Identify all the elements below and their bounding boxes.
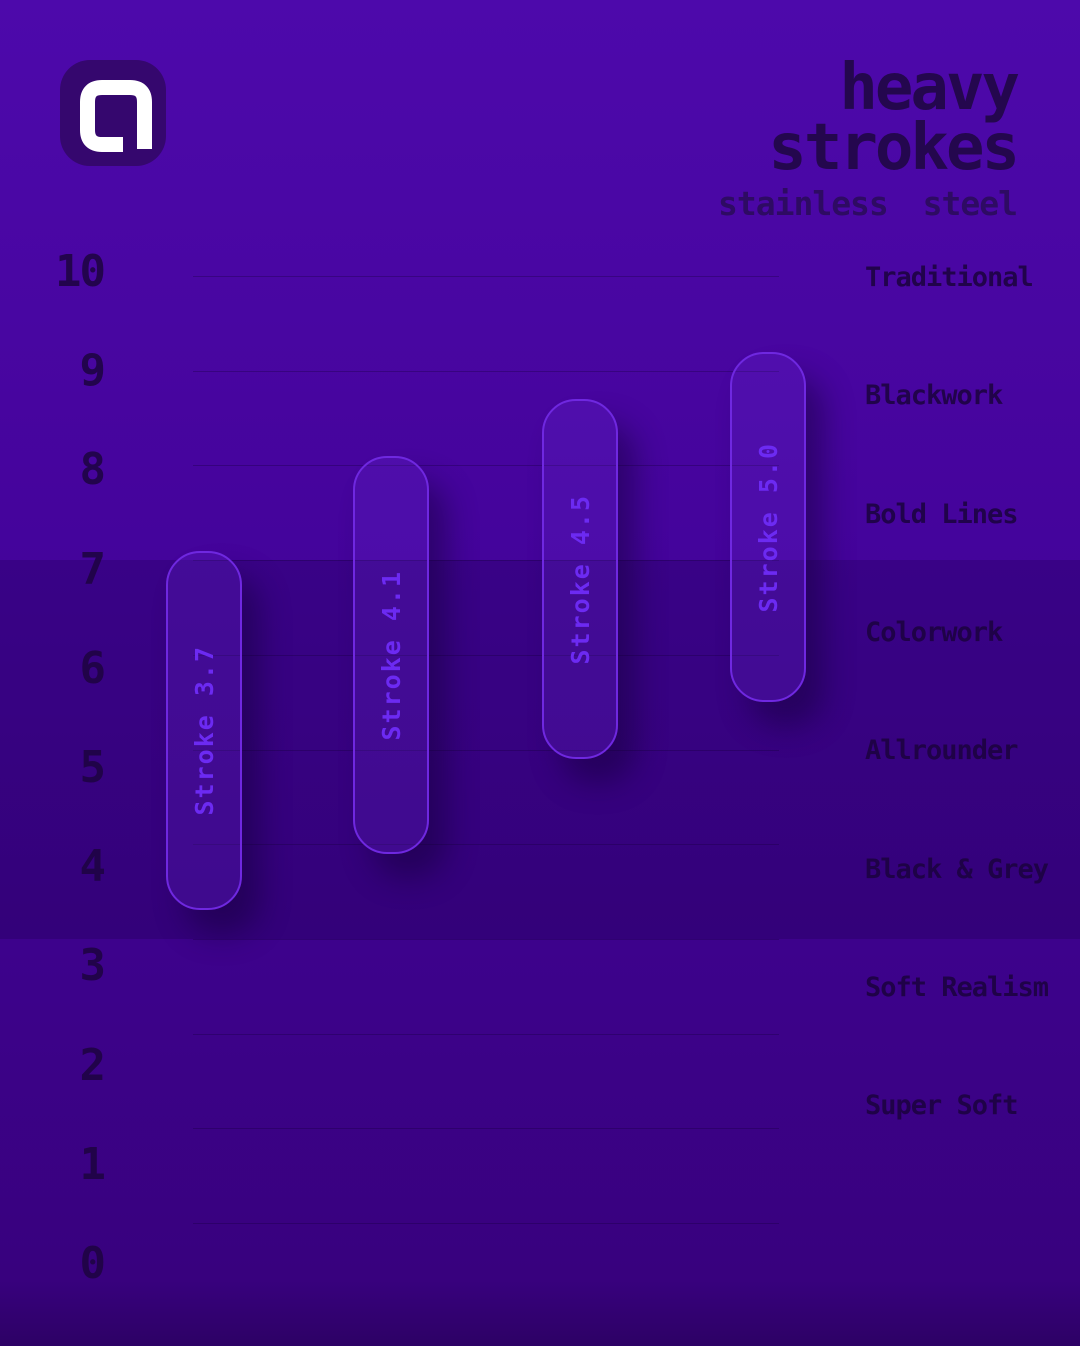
range-bar-stroke-3-7: Stroke 3.7 [166,550,242,911]
gridline-8 [193,465,779,467]
y-tick-8: 8 [79,444,107,496]
y-tick-3: 3 [79,940,107,992]
y-tick-10: 10 [55,246,106,297]
y-tick-5: 5 [79,742,107,793]
category-label-traditional: Traditional [865,262,1034,293]
category-label-blackwork: Blackwork [865,380,1003,412]
gridline-4 [193,844,779,846]
gridline-9 [193,370,779,372]
subtitle: stainless steel [717,184,1018,223]
title-line-1: heavy [839,51,1020,125]
range-bar-label: Stroke 4.1 [376,569,406,741]
gridline-5 [193,749,779,751]
gridline-7 [193,560,779,562]
gridline-6 [193,654,779,656]
range-bar-label: Stroke 3.7 [189,645,219,816]
range-bar-stroke-5-0: Stroke 5.0 [730,351,806,703]
category-label-black-grey: Black & Grey [865,853,1049,885]
y-tick-4: 4 [79,841,107,893]
y-tick-7: 7 [79,543,107,595]
y-tick-0: 0 [79,1238,107,1289]
gridline-2 [193,1033,779,1035]
range-bar-stroke-4-1: Stroke 4.1 [353,455,429,854]
category-label-allrounder: Allrounder [865,735,1019,767]
header: heavy strokes stainless steel [717,51,1020,223]
y-tick-6: 6 [79,642,107,694]
range-bar-stroke-4-5: Stroke 4.5 [542,399,618,759]
y-tick-9: 9 [79,345,107,397]
range-bar-label: Stroke 5.0 [753,441,783,613]
y-tick-1: 1 [79,1138,107,1190]
category-label-soft-realism: Soft Realism [865,971,1049,1003]
y-tick-2: 2 [79,1039,107,1091]
gridline-0 [193,1223,779,1224]
gridline-10 [193,276,779,277]
gridline-3 [193,938,779,940]
category-label-super-soft: Super Soft [865,1090,1019,1122]
brand-logo [60,60,166,166]
gridline-1 [193,1128,779,1130]
range-bar-label: Stroke 4.5 [565,493,595,665]
title-line-2: strokes [768,111,1020,185]
highlight-band [0,560,1080,939]
letter-a-icon [80,80,152,152]
category-label-bold-lines: Bold Lines [865,498,1019,530]
category-label-colorwork: Colorwork [865,616,1003,648]
